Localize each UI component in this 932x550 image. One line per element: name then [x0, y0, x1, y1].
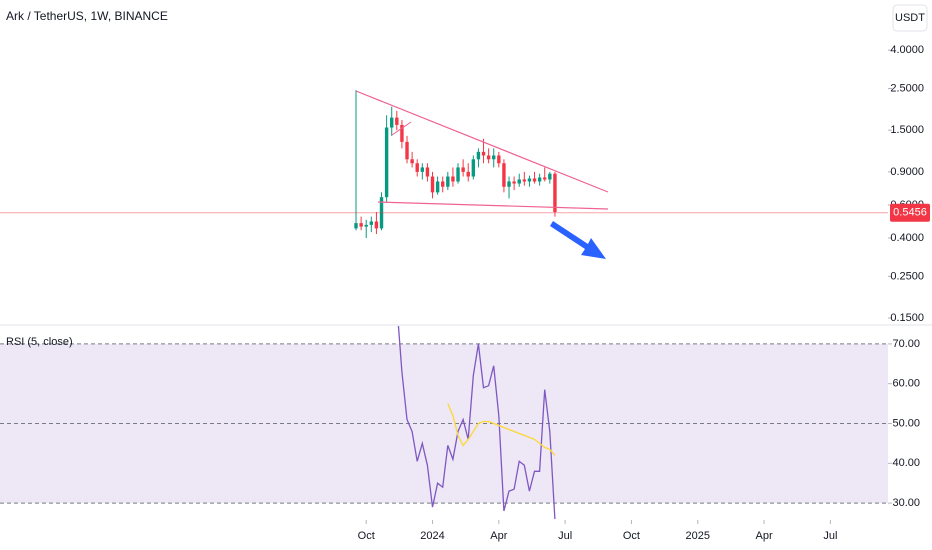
chart-title: Ark / TetherUS, 1W, BINANCE [6, 9, 168, 23]
rsi-line [447, 403, 556, 456]
x-tick-label: 2024 [420, 530, 444, 542]
candle-body [512, 181, 516, 184]
candle-body [517, 179, 521, 184]
x-tick-label: Oct [623, 530, 640, 542]
candle-body [435, 181, 440, 193]
candle-body [486, 155, 491, 160]
candle-body [441, 181, 445, 187]
candle-body [395, 117, 399, 125]
x-tick-label: Jul [558, 530, 572, 542]
candle-body [507, 181, 511, 187]
candle-body [384, 127, 389, 198]
rsi-title: RSI (5, close) [6, 336, 73, 348]
candle-body [466, 171, 470, 177]
y-tick-label: 70.00 [892, 338, 920, 350]
x-tick-label: 2025 [686, 530, 710, 542]
candle-body [502, 163, 506, 187]
candle-body [405, 141, 409, 160]
candle-body [359, 223, 363, 227]
x-tick-label: Oct [358, 530, 375, 542]
trendline-upper [355, 90, 609, 193]
y-tick-label: 40.00 [892, 457, 920, 469]
candle-body [481, 151, 486, 156]
rsi-pane [0, 326, 888, 520]
candle-body [492, 155, 496, 160]
y-tick-label: 0.2500 [890, 270, 924, 282]
x-tick-label: Apr [755, 530, 772, 542]
y-tick-label: 0.9000 [890, 166, 924, 178]
candle-body [415, 163, 419, 172]
candle-body [553, 173, 557, 213]
y-tick-label: 0.4000 [890, 232, 924, 244]
candle-body [364, 224, 368, 227]
candle-body [354, 223, 358, 229]
candle-body [390, 117, 394, 128]
y-tick-label: 2.5000 [890, 82, 924, 94]
candle-body [456, 167, 460, 182]
y-tick-label: 4.0000 [890, 44, 924, 56]
candle-body [476, 151, 481, 160]
candle-body [471, 159, 476, 177]
arrow [550, 221, 606, 259]
candle-body [369, 221, 374, 225]
currency-button[interactable] [892, 4, 928, 32]
y-tick-label: 1.5000 [890, 124, 924, 136]
candle-body [548, 173, 552, 180]
candle-body [400, 124, 404, 142]
x-tick-label: Apr [490, 530, 507, 542]
x-tick-label: Jul [823, 530, 837, 542]
candle-body [446, 176, 450, 187]
candle-body [461, 167, 465, 172]
candle-body [379, 197, 384, 229]
y-tick-label: 60.00 [892, 378, 920, 390]
candle-body [425, 167, 430, 177]
y-tick-label: 50.00 [892, 417, 920, 429]
candle-body [532, 178, 537, 182]
trendline-lower [377, 201, 609, 210]
candle-body [430, 176, 435, 193]
candle-body [537, 177, 542, 182]
trendline-small [391, 121, 412, 136]
candle-body [543, 177, 547, 180]
candle-body [374, 221, 379, 229]
candle-body [410, 159, 414, 164]
currency-label[interactable]: USDT [895, 12, 925, 24]
candle-body [522, 179, 527, 182]
candle-body [497, 155, 501, 164]
candle-body [527, 178, 532, 182]
last-price-box [890, 203, 930, 222]
price-pane [0, 90, 888, 239]
y-tick-label: 0.1500 [890, 312, 924, 324]
y-tick-label: 30.00 [892, 497, 920, 509]
candle-body [451, 176, 455, 182]
last-price-label: 0.5456 [893, 207, 927, 219]
candle-body [420, 167, 425, 172]
